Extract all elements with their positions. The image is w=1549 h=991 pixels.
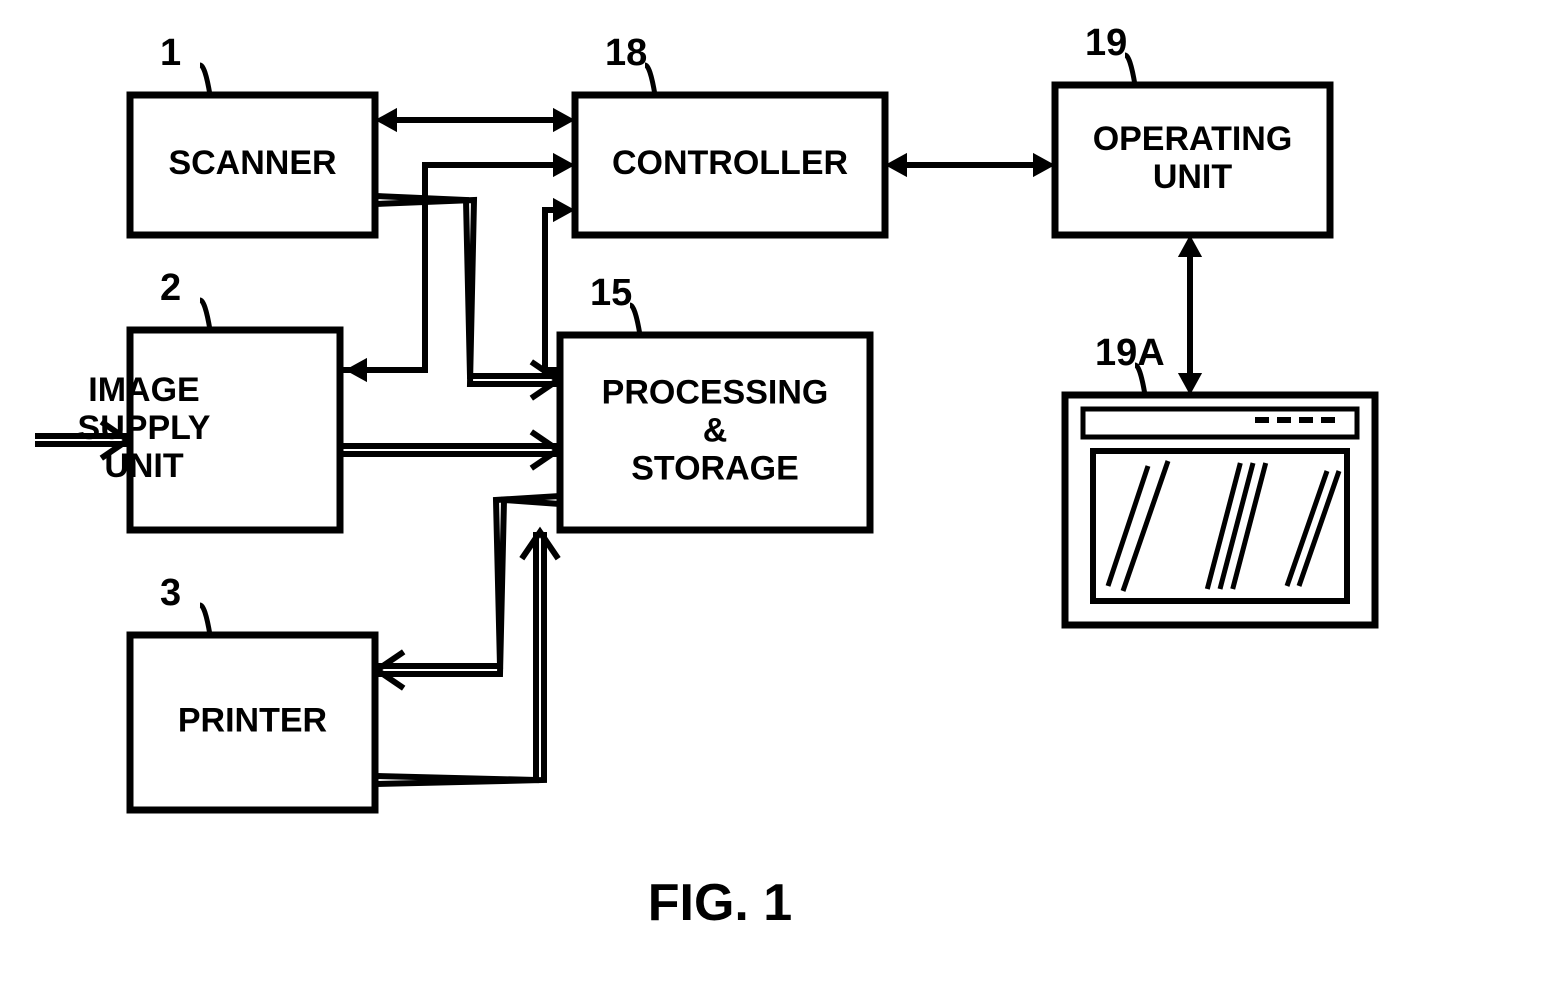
printer-label: PRINTER — [178, 701, 327, 739]
display-indicator — [1255, 417, 1269, 423]
controller-ref: 18 — [605, 32, 647, 74]
operating-ref: 19 — [1085, 22, 1127, 64]
processing-label: STORAGE — [631, 450, 799, 488]
scanner-ref: 1 — [160, 32, 181, 74]
display-indicator — [1321, 417, 1335, 423]
scanner-label: SCANNER — [168, 144, 336, 182]
processing-ref: 15 — [590, 272, 632, 314]
processing-label: PROCESSING — [602, 373, 829, 411]
printer-ref: 3 — [160, 572, 181, 614]
processing-label: & — [703, 411, 728, 449]
display-indicator — [1299, 417, 1313, 423]
image-ref: 2 — [160, 267, 181, 309]
image-label: UNIT — [104, 447, 184, 485]
figure-caption: FIG. 1 — [648, 874, 792, 932]
controller-label: CONTROLLER — [612, 144, 848, 182]
operating-label: UNIT — [1153, 158, 1233, 196]
image-label: IMAGE — [88, 371, 199, 409]
display-topbar — [1083, 409, 1357, 437]
display-ref: 19A — [1095, 332, 1165, 374]
operating-label: OPERATING — [1093, 120, 1293, 158]
display-indicator — [1277, 417, 1291, 423]
